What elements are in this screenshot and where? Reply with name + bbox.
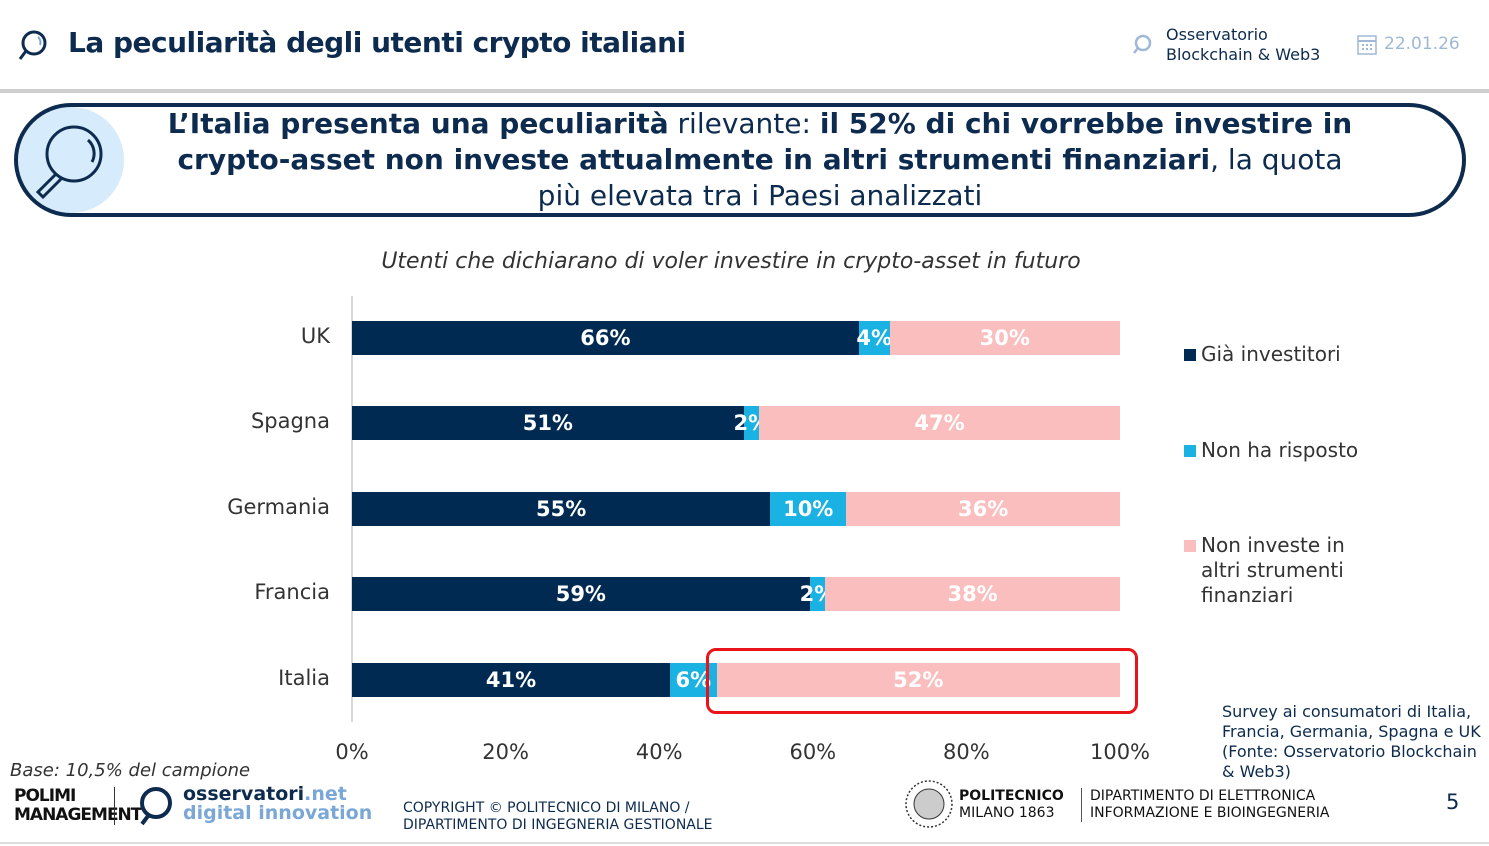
footer-divider — [0, 842, 1489, 844]
base-note: Base: 10,5% del campione — [10, 760, 251, 781]
x-tick-label: 40% — [635, 740, 683, 764]
category-label: Spagna — [250, 409, 330, 433]
osservatori-logo: osservatori.net digital innovation — [183, 783, 373, 824]
bar-segment: 66% — [352, 321, 859, 355]
bar-segment: 59% — [352, 577, 810, 611]
bar-segment: 2% — [800, 577, 835, 611]
bar-segment: 38% — [825, 577, 1120, 611]
page-title: La peculiarità degli utenti crypto itali… — [68, 26, 686, 59]
calendar-icon — [1357, 35, 1377, 55]
data-label: 47% — [914, 411, 965, 435]
legend-swatch — [1184, 349, 1196, 361]
observatory-icon — [1133, 34, 1152, 54]
category-label: Germania — [227, 495, 330, 519]
chart-title: Utenti che dichiarano di voler investire… — [381, 249, 1081, 274]
polimi-logo: POLIMI MANAGEMENT — [14, 786, 142, 825]
x-tick-label: 100% — [1089, 740, 1151, 764]
legend-swatch — [1184, 540, 1196, 552]
header-divider — [0, 89, 1489, 93]
legend-item-non-investe: Non investe in altri strumenti finanziar… — [1184, 533, 1384, 608]
source-note: Survey ai consumatori di Italia, Francia… — [1222, 702, 1481, 781]
x-tick-label: 80% — [943, 740, 990, 764]
observatory-line-2: Blockchain & Web3 — [1166, 45, 1321, 64]
osservatori-logo-icon — [140, 787, 172, 826]
data-label: 38% — [947, 582, 998, 606]
copyright: COPYRIGHT © POLITECNICO DI MILANO / DIPA… — [403, 800, 713, 833]
bar-segment: 30% — [889, 321, 1120, 355]
category-label: UK — [300, 324, 330, 348]
data-label: 36% — [957, 497, 1009, 521]
observatory-line-1: Osservatorio — [1166, 25, 1268, 44]
observatory-name: Osservatorio Blockchain & Web3 — [1166, 25, 1320, 65]
data-label: 30% — [979, 326, 1030, 350]
highlight-box — [706, 648, 1138, 714]
date: 22.01.26 — [1384, 34, 1460, 54]
logo-divider — [114, 787, 115, 825]
category-label: Italia — [278, 666, 330, 690]
data-label: 41% — [485, 668, 537, 692]
politecnico-seal — [905, 780, 953, 828]
politecnico-name: POLITECNICO MILANO 1863 — [959, 788, 1064, 821]
bar-segment: 52% — [716, 663, 1120, 697]
magnifier-logo-icon — [18, 30, 47, 60]
data-label: 52% — [893, 668, 944, 692]
data-label: 4% — [856, 326, 893, 350]
data-label: 51% — [522, 411, 573, 435]
data-label: 66% — [580, 326, 631, 350]
x-tick-label: 60% — [789, 740, 837, 764]
bar-segment: 55% — [352, 492, 771, 526]
bar-segment: 41% — [352, 663, 671, 697]
x-tick-label: 0% — [335, 740, 369, 764]
bar-segment: 51% — [352, 406, 744, 440]
legend-item-gia-investitori: Già investitori — [1184, 342, 1384, 367]
data-label: 59% — [555, 582, 606, 606]
data-label: 55% — [535, 497, 587, 521]
data-label: 6% — [675, 668, 712, 692]
bar-segment: 36% — [846, 492, 1120, 526]
bar-segment: 10% — [770, 492, 847, 526]
callout-text: L’Italia presenta una peculiarità rileva… — [167, 107, 1353, 212]
department-name: DIPARTIMENTO DI ELETTRONICA INFORMAZIONE … — [1081, 788, 1330, 822]
bar-segment: 47% — [759, 406, 1120, 440]
bar-segment: 4% — [856, 321, 893, 355]
bar-segment: 2% — [734, 406, 769, 440]
category-label: Francia — [254, 580, 330, 604]
page-number: 5 — [1446, 790, 1460, 814]
data-label: 10% — [783, 497, 834, 521]
callout-box — [14, 103, 1466, 217]
legend-swatch — [1184, 445, 1196, 457]
legend-item-non-ha-risposto: Non ha risposto — [1184, 438, 1384, 463]
x-tick-label: 20% — [482, 740, 529, 764]
